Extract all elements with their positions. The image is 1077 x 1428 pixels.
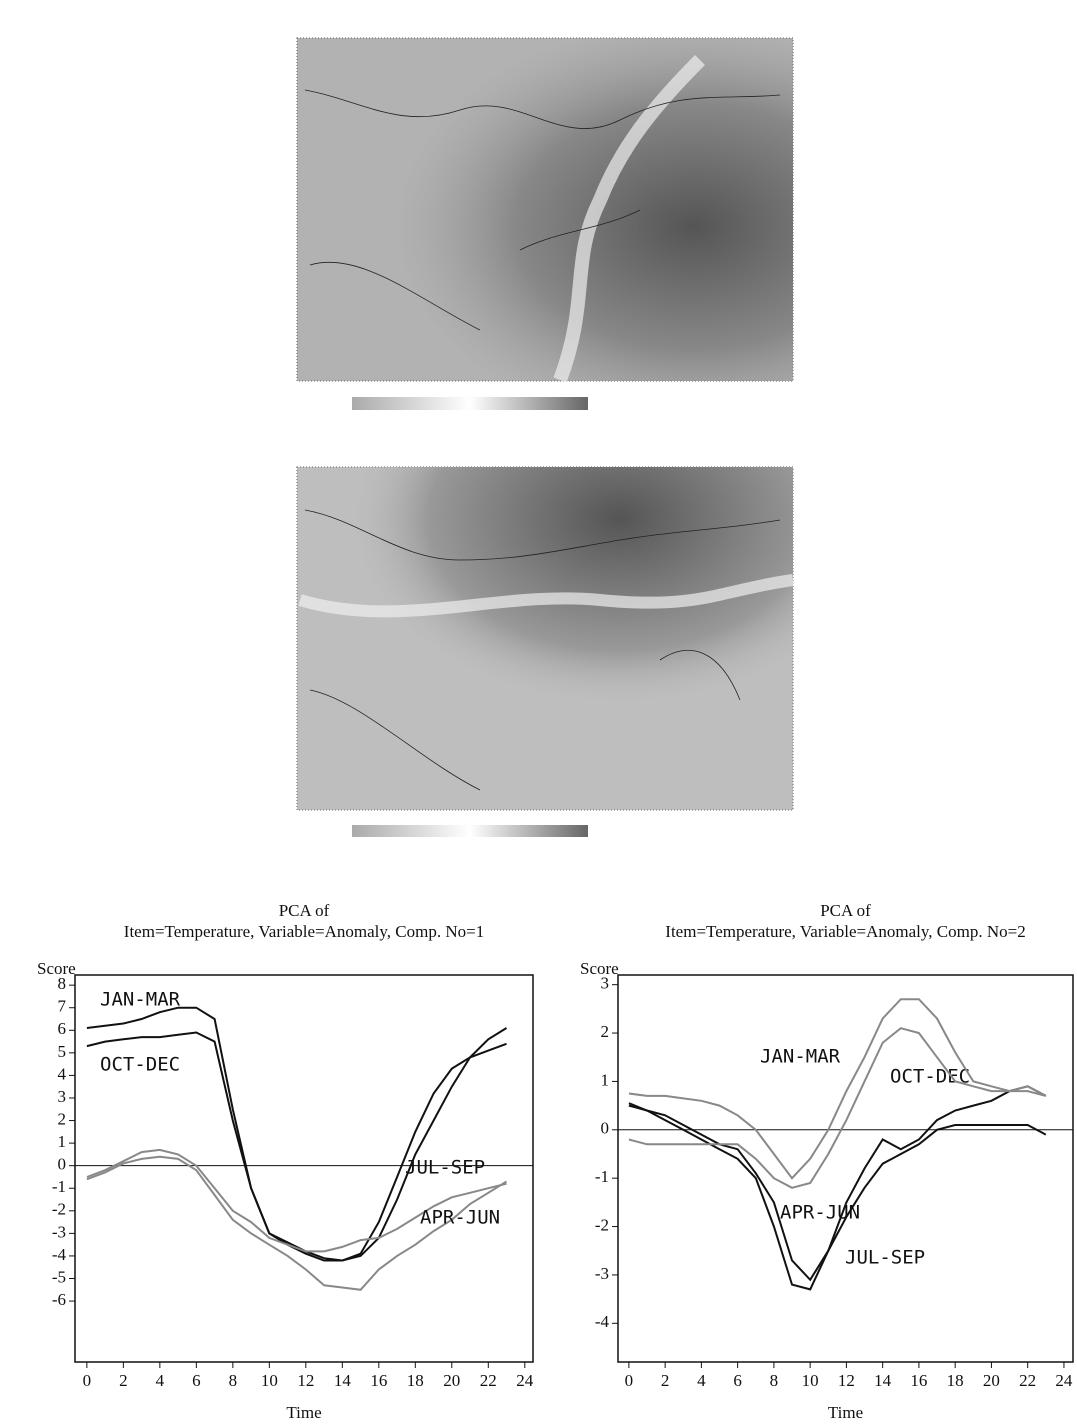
x-tick-label: 4 bbox=[156, 1371, 165, 1390]
x-tick-label: 20 bbox=[983, 1371, 1000, 1390]
series-label: APR-JUN bbox=[420, 1207, 500, 1229]
x-tick-label: 14 bbox=[874, 1371, 892, 1390]
series-line bbox=[628, 1102, 1047, 1282]
y-tick-label: -4 bbox=[52, 1245, 67, 1264]
y-tick-label: 1 bbox=[601, 1070, 610, 1089]
y-tick-label: -3 bbox=[595, 1264, 609, 1283]
series-line bbox=[628, 1085, 1047, 1291]
series-label: JAN-MAR bbox=[100, 989, 181, 1011]
y-tick-label: -5 bbox=[52, 1267, 66, 1286]
y-tick-label: 2 bbox=[601, 1022, 610, 1041]
chart-title: PCA of bbox=[279, 901, 330, 920]
y-tick-label: 7 bbox=[58, 997, 67, 1016]
x-tick-label: 24 bbox=[516, 1371, 534, 1390]
y-tick-label: -2 bbox=[52, 1200, 66, 1219]
x-tick-label: 0 bbox=[83, 1371, 92, 1390]
x-tick-label: 8 bbox=[229, 1371, 238, 1390]
y-axis-label: Score bbox=[580, 959, 619, 978]
y-tick-label: -3 bbox=[52, 1222, 66, 1241]
y-tick-label: 6 bbox=[58, 1019, 67, 1038]
x-tick-label: 16 bbox=[910, 1371, 927, 1390]
series-line bbox=[86, 1155, 508, 1291]
x-tick-label: 8 bbox=[770, 1371, 779, 1390]
x-tick-label: 14 bbox=[334, 1371, 352, 1390]
y-tick-label: -1 bbox=[52, 1177, 66, 1196]
series-line bbox=[628, 998, 1047, 1180]
y-tick-label: 0 bbox=[58, 1155, 67, 1174]
x-tick-label: 10 bbox=[802, 1371, 819, 1390]
y-tick-label: 3 bbox=[601, 974, 610, 993]
series-line bbox=[86, 1148, 507, 1253]
y-tick-label: 4 bbox=[58, 1064, 67, 1083]
x-axis-label: Time bbox=[828, 1403, 863, 1422]
x-tick-label: 2 bbox=[119, 1371, 128, 1390]
x-tick-label: 18 bbox=[947, 1371, 964, 1390]
chart-title: PCA of bbox=[820, 901, 871, 920]
x-tick-label: 4 bbox=[697, 1371, 706, 1390]
y-tick-label: -4 bbox=[595, 1312, 610, 1331]
y-tick-label: 2 bbox=[58, 1109, 67, 1128]
x-tick-label: 12 bbox=[838, 1371, 855, 1390]
chart-subtitle: Item=Temperature, Variable=Anomaly, Comp… bbox=[124, 922, 484, 941]
x-axis-label: Time bbox=[286, 1403, 321, 1422]
map-1 bbox=[296, 37, 794, 410]
series-label: OCT-DEC bbox=[890, 1066, 970, 1088]
chart-subtitle: Item=Temperature, Variable=Anomaly, Comp… bbox=[665, 922, 1025, 941]
x-tick-label: 6 bbox=[192, 1371, 201, 1390]
map-2 bbox=[296, 466, 794, 837]
x-tick-label: 20 bbox=[443, 1371, 460, 1390]
series-label: OCT-DEC bbox=[100, 1054, 180, 1076]
series-line bbox=[86, 1031, 507, 1262]
y-tick-label: -1 bbox=[595, 1167, 609, 1186]
x-tick-label: 18 bbox=[407, 1371, 424, 1390]
series-label: JAN-MAR bbox=[760, 1046, 841, 1068]
x-tick-label: 2 bbox=[661, 1371, 670, 1390]
series-line bbox=[86, 1006, 508, 1262]
x-tick-label: 22 bbox=[1019, 1371, 1036, 1390]
y-tick-label: 5 bbox=[58, 1042, 67, 1061]
x-tick-label: 22 bbox=[480, 1371, 497, 1390]
x-tick-label: 24 bbox=[1055, 1371, 1073, 1390]
x-tick-label: 12 bbox=[297, 1371, 314, 1390]
x-tick-label: 10 bbox=[261, 1371, 278, 1390]
y-tick-label: -2 bbox=[595, 1215, 609, 1234]
series-label: JUL-SEP bbox=[405, 1157, 485, 1179]
y-axis-label: Score bbox=[37, 959, 76, 978]
y-tick-label: 8 bbox=[58, 974, 67, 993]
series-label: APR-JUN bbox=[780, 1202, 860, 1224]
x-tick-label: 16 bbox=[370, 1371, 387, 1390]
y-tick-label: -6 bbox=[52, 1290, 66, 1309]
y-tick-label: 3 bbox=[58, 1087, 67, 1106]
series-label: JUL-SEP bbox=[845, 1247, 925, 1269]
x-tick-label: 6 bbox=[733, 1371, 742, 1390]
plot-frame bbox=[74, 974, 534, 1363]
y-tick-label: 0 bbox=[601, 1119, 610, 1138]
plot-frame bbox=[617, 974, 1074, 1363]
y-tick-label: 1 bbox=[58, 1132, 67, 1151]
x-tick-label: 0 bbox=[625, 1371, 634, 1390]
series-line bbox=[628, 1027, 1047, 1189]
